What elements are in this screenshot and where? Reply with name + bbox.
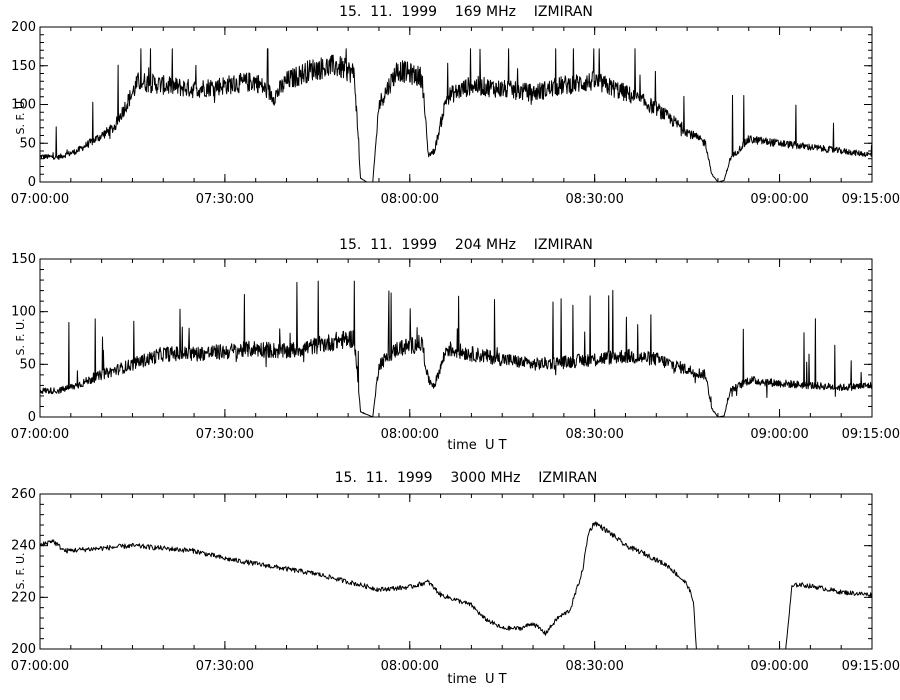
x-axis: 07:00:00 07:30:00 08:00:00 08:30:00 09:00:00… bbox=[11, 259, 900, 442]
y-axis-label: S. F. U. bbox=[14, 97, 27, 134]
x-axis: 07:00:00 07:30:00 08:00:00 08:30:00 09:00:00… bbox=[11, 27, 900, 207]
y-tick-label: 240 bbox=[11, 539, 36, 554]
y-axis-label: S. F. U. bbox=[14, 318, 27, 355]
series-line bbox=[39, 48, 873, 183]
series-line bbox=[39, 280, 873, 418]
x-tick-label: 08:30:00 bbox=[565, 192, 623, 207]
x-tick-label: 08:00:00 bbox=[381, 659, 439, 674]
x-tick-label: 08:00:00 bbox=[381, 192, 439, 207]
x-axis: 07:00:00 07:30:00 08:00:00 08:30:00 09:00:00… bbox=[11, 494, 900, 674]
x-tick-label: 08:00:00 bbox=[381, 427, 439, 442]
y-tick-label: 200 bbox=[11, 642, 36, 657]
y-tick-label: 0 bbox=[28, 410, 36, 425]
x-tick-label: 09:15:00 bbox=[842, 192, 900, 207]
x-tick-label: 07:00:00 bbox=[11, 427, 69, 442]
y-tick-label: 50 bbox=[19, 357, 36, 372]
x-tick-label: 07:30:00 bbox=[196, 659, 254, 674]
y-tick-label: 50 bbox=[19, 136, 36, 151]
y-axis: 0 50 100 150 200 bbox=[11, 20, 872, 190]
panel-title: 15. 11. 1999 204 MHz IZMIRAN bbox=[339, 237, 593, 253]
y-tick-label: 150 bbox=[11, 59, 36, 74]
panel-3000mhz: 15. 11. 1999 3000 MHz IZMIRAN S. F. U. 2… bbox=[11, 470, 900, 687]
y-axis-label: S. F. U. bbox=[14, 552, 27, 589]
x-tick-label: 07:30:00 bbox=[196, 192, 254, 207]
y-tick-label: 100 bbox=[11, 98, 36, 113]
plot-frame bbox=[39, 493, 873, 650]
panel-204mhz: 15. 11. 1999 204 MHz IZMIRAN S. F. U. 0 5… bbox=[11, 237, 900, 453]
x-tick-label: 08:30:00 bbox=[565, 427, 623, 442]
y-tick-label: 0 bbox=[28, 175, 36, 190]
y-axis: 0 50 100 150 bbox=[11, 252, 872, 425]
x-tick-label: 09:00:00 bbox=[750, 427, 808, 442]
x-tick-label: 09:15:00 bbox=[842, 659, 900, 674]
panel-169mhz: 15. 11. 1999 169 MHz IZMIRAN S. F. U. 0 5… bbox=[11, 4, 900, 207]
y-tick-label: 100 bbox=[11, 305, 36, 320]
x-tick-label: 09:00:00 bbox=[750, 192, 808, 207]
y-tick-label: 260 bbox=[11, 487, 36, 502]
plot-frame bbox=[39, 258, 873, 418]
panel-title: 15. 11. 1999 169 MHz IZMIRAN bbox=[339, 4, 593, 20]
x-tick-label: 08:30:00 bbox=[565, 659, 623, 674]
x-axis-label: time U T bbox=[447, 438, 506, 453]
y-tick-label: 220 bbox=[11, 590, 36, 605]
y-tick-label: 150 bbox=[11, 252, 36, 267]
y-axis: 200 220 240 260 bbox=[11, 487, 872, 657]
x-tick-label: 07:00:00 bbox=[11, 659, 69, 674]
x-axis-label: time U T bbox=[447, 672, 506, 687]
plot-frame bbox=[39, 26, 873, 183]
x-tick-label: 07:00:00 bbox=[11, 192, 69, 207]
x-tick-label: 09:00:00 bbox=[750, 659, 808, 674]
series-line bbox=[39, 521, 873, 650]
x-tick-label: 07:30:00 bbox=[196, 427, 254, 442]
panel-title: 15. 11. 1999 3000 MHz IZMIRAN bbox=[335, 470, 598, 486]
x-tick-label: 09:15:00 bbox=[842, 427, 900, 442]
y-tick-label: 200 bbox=[11, 20, 36, 35]
